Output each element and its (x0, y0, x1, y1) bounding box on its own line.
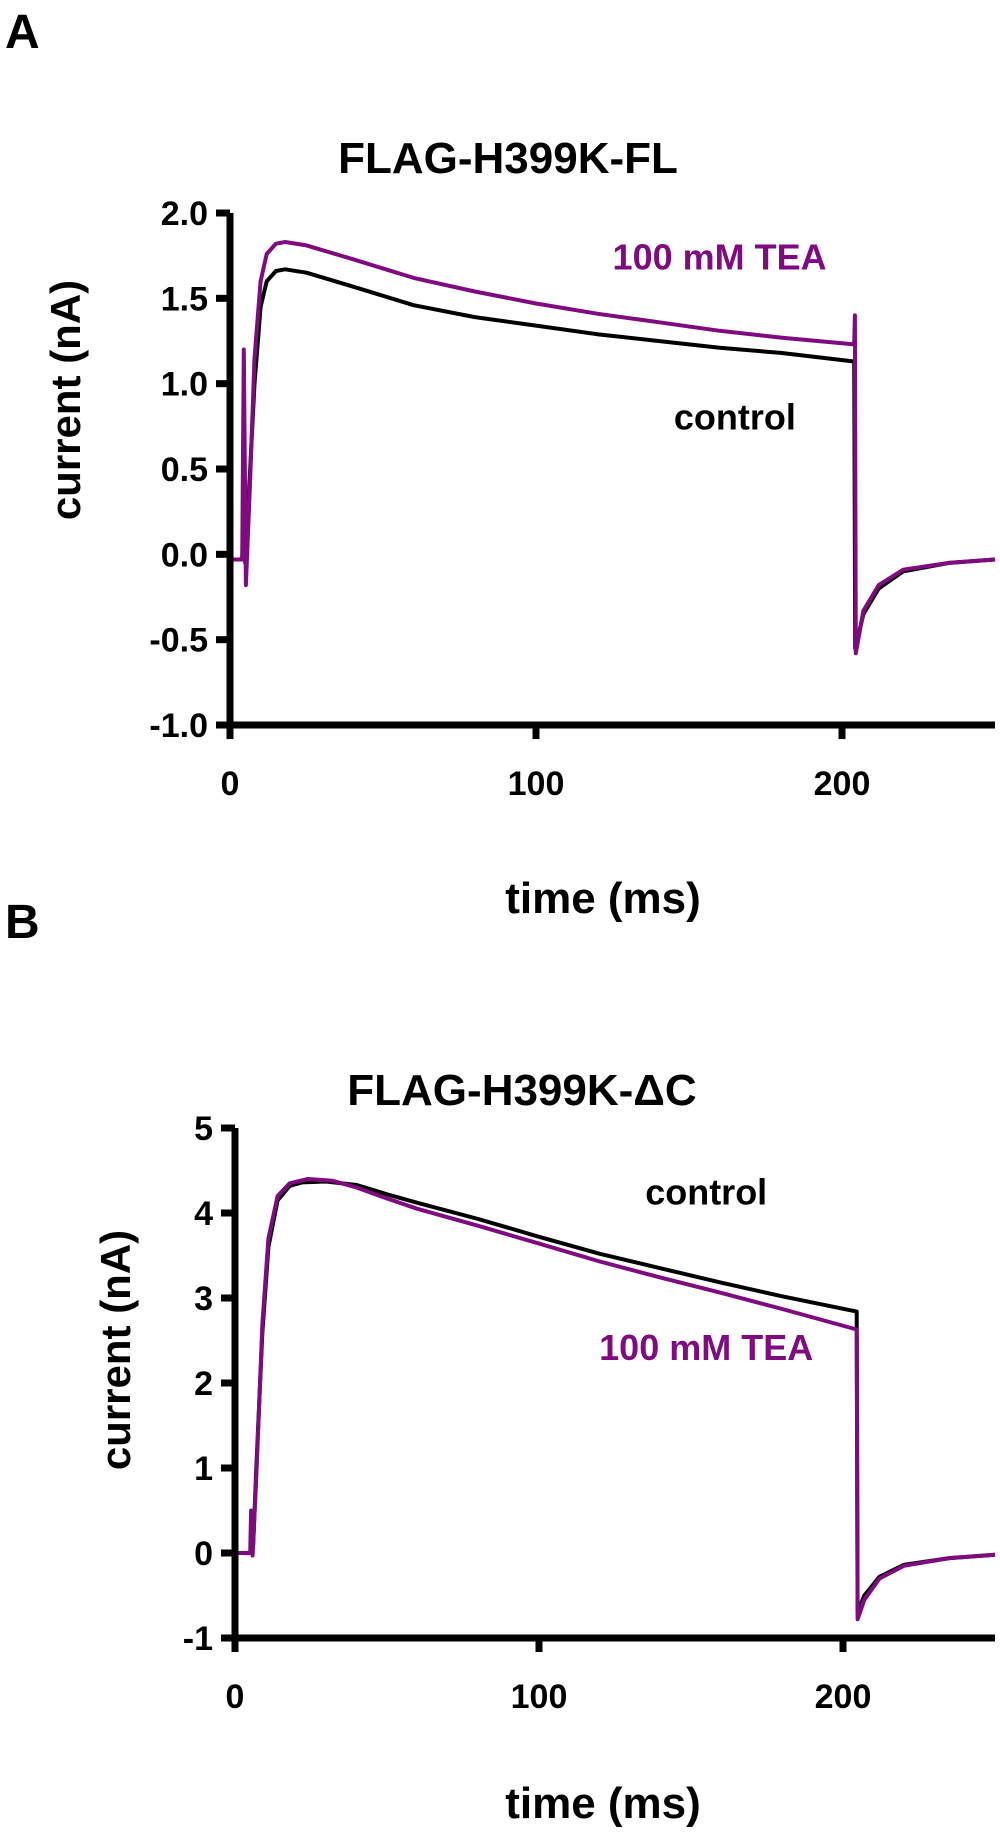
panel-a-y-tick-label: 2.0 (161, 195, 208, 233)
panel-b-annotation-control: control (645, 1172, 767, 1213)
panel-a-y-axis-label: current (nA) (42, 280, 89, 520)
panel-b-y-tick-label: 5 (194, 1110, 213, 1148)
panel-a-x-axis-label: time (ms) (505, 874, 701, 923)
panel-label-a: A (5, 6, 40, 59)
panel-a-y-tick-label: 1.0 (161, 366, 208, 404)
panel-a-annotation-control: control (674, 397, 796, 438)
panel-a-y-tick-label: 1.5 (161, 280, 208, 318)
panel-a-title: FLAG-H399K-FL (338, 134, 678, 183)
panel-b-y-tick-label: 0 (194, 1535, 213, 1573)
panel-b-x-tick-label: 200 (815, 1678, 872, 1716)
panel-a-annotation-tea: 100 mM TEA (613, 236, 827, 277)
panel-a-y-tick-label: -0.5 (149, 622, 208, 660)
panel-a-y-tick-label: 0.5 (161, 451, 208, 489)
panel-b-y-tick-label: -1 (183, 1620, 213, 1658)
panel-b-y-tick-label: 3 (194, 1280, 213, 1318)
panel-a-x-tick-label: 200 (814, 765, 871, 803)
panel-b-x-axis-label: time (ms) (505, 1779, 701, 1828)
panel-b-annotation-tea: 100 mM TEA (599, 1327, 813, 1368)
panel-a-x-tick-label: 100 (508, 765, 565, 803)
panel-a-chart: FLAG-H399K-FL current (nA) time (ms) -1.… (42, 134, 996, 923)
panel-b-series-control-line (235, 1179, 996, 1615)
panel-b-y-axis-label: current (nA) (92, 1230, 139, 1470)
panel-b-x-tick-label: 100 (511, 1678, 568, 1716)
panel-a-series-tea-line (230, 240, 996, 656)
panel-b-chart: FLAG-H399K-ΔC current (nA) time (ms) -1 0… (92, 1066, 996, 1828)
panel-b-series-tea-line (235, 1177, 996, 1622)
panel-a-x-tick-label: 0 (221, 765, 240, 803)
panel-a-series-control-line (230, 267, 996, 651)
panel-label-b: B (5, 896, 40, 949)
panel-b-y-tick-label: 2 (194, 1365, 213, 1403)
panel-a-y-tick-label: -1.0 (149, 707, 208, 745)
panel-a-y-tick-label: 0.0 (161, 536, 208, 574)
panel-b-y-tick-label: 1 (194, 1450, 213, 1488)
panel-b-x-tick-label: 0 (226, 1678, 245, 1716)
panel-b-y-tick-label: 4 (194, 1195, 213, 1233)
panel-b-title: FLAG-H399K-ΔC (347, 1066, 696, 1115)
